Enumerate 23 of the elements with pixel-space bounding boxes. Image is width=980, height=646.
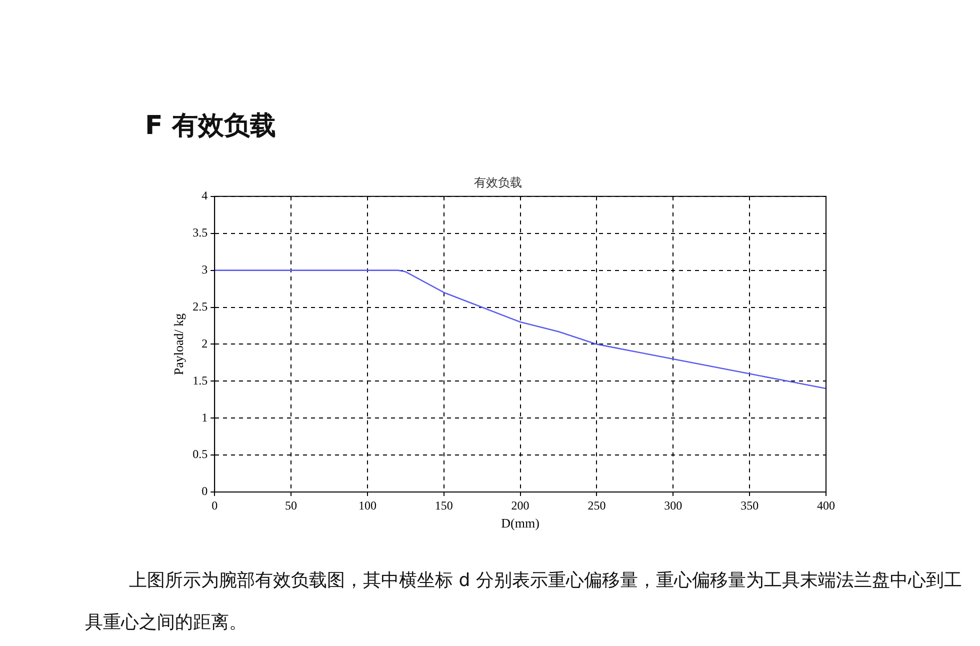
x-tick-label: 150 [434, 498, 453, 512]
x-tick-label: 400 [817, 498, 835, 512]
chart-subtitle: 有效负载 [474, 175, 522, 190]
y-tick-label: 4 [202, 188, 208, 203]
y-tick-label: 3 [202, 262, 208, 276]
y-tick-label: 1 [202, 410, 208, 424]
x-tick-label: 250 [588, 498, 606, 512]
x-tick-label: 350 [740, 498, 759, 512]
y-tick-label: 1.5 [192, 373, 208, 388]
x-tick-label: 300 [664, 498, 682, 512]
x-tick-label: 100 [358, 498, 376, 512]
y-tick-label: 2.5 [192, 299, 208, 314]
y-tick-label: 3.5 [192, 226, 208, 240]
y-tick-label: 2 [202, 336, 208, 350]
x-tick-label: 0 [212, 498, 218, 512]
x-axis-title: D(mm) [501, 516, 540, 531]
x-tick-label: 200 [511, 498, 530, 512]
y-tick-label: 0 [202, 484, 208, 498]
y-axis-title: Payload/ kg [171, 312, 186, 376]
y-tick-label: 0.5 [192, 447, 208, 462]
x-tick-label: 50 [285, 498, 298, 512]
text: 上图所示为腕部有效负载图，其中横坐标 d 分别表示重心偏移量，重心偏移量为工具末端法兰盘中心到工具重心之间的距离。 [85, 569, 963, 635]
chart-title: F 有效负载 [145, 110, 276, 143]
